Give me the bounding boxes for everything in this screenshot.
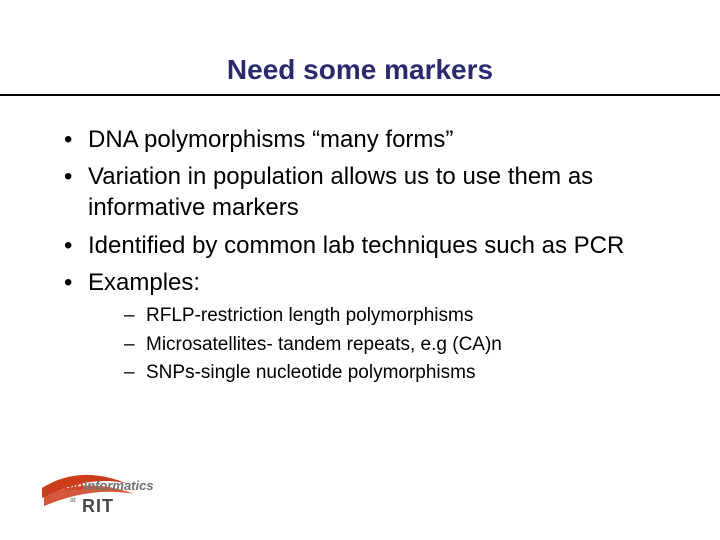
sub-bullet-item: RFLP-restriction length polymorphisms xyxy=(124,304,660,329)
logo-svg: bioinformatics at RIT xyxy=(40,470,180,518)
logo-text-top: bioinformatics xyxy=(64,478,154,493)
bullet-item: Identified by common lab techniques such… xyxy=(60,230,660,261)
bullet-text: Identified by common lab techniques such… xyxy=(88,232,624,259)
slide-body: DNA polymorphisms “many forms” Variation… xyxy=(0,96,720,386)
logo-text-rit: RIT xyxy=(82,496,114,516)
bullet-item: Examples: RFLP-restriction length polymo… xyxy=(60,267,660,386)
bullet-text: Examples: xyxy=(88,269,200,296)
bullet-text: Variation in population allows us to use… xyxy=(88,163,593,221)
sub-bullet-item: SNPs-single nucleotide polymorphisms xyxy=(124,361,660,386)
bullet-item: DNA polymorphisms “many forms” xyxy=(60,124,660,155)
logo: bioinformatics at RIT xyxy=(40,470,180,518)
sub-bullet-text: RFLP-restriction length polymorphisms xyxy=(146,305,473,326)
bullet-item: Variation in population allows us to use… xyxy=(60,161,660,223)
bullet-text: DNA polymorphisms “many forms” xyxy=(88,126,453,153)
logo-text-bio: bio xyxy=(64,478,84,493)
logo-text-informatics: informatics xyxy=(84,478,154,493)
logo-at-label: at xyxy=(70,497,76,504)
slide: Need some markers DNA polymorphisms “man… xyxy=(0,0,720,540)
sub-bullet-item: Microsatellites- tandem repeats, e.g (CA… xyxy=(124,333,660,358)
slide-title: Need some markers xyxy=(227,54,493,86)
bullet-list: DNA polymorphisms “many forms” Variation… xyxy=(60,124,660,386)
sub-bullet-text: SNPs-single nucleotide polymorphisms xyxy=(146,362,475,383)
sub-bullet-text: Microsatellites- tandem repeats, e.g (CA… xyxy=(146,334,502,355)
sub-bullet-list: RFLP-restriction length polymorphisms Mi… xyxy=(88,304,660,386)
title-area: Need some markers xyxy=(0,0,720,86)
